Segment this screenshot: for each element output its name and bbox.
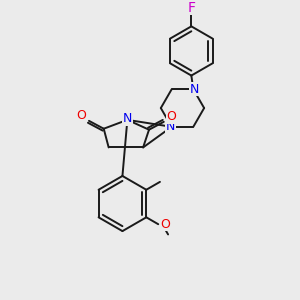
Text: N: N — [166, 120, 175, 133]
Text: O: O — [76, 110, 86, 122]
Text: N: N — [123, 112, 132, 125]
Text: N: N — [190, 83, 199, 96]
Text: F: F — [187, 1, 195, 15]
Text: O: O — [160, 218, 170, 231]
Text: O: O — [167, 110, 177, 123]
